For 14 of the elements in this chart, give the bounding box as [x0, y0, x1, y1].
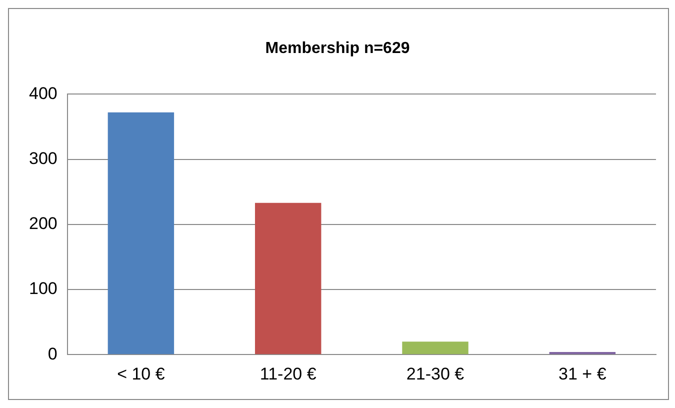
bar: [254, 202, 322, 354]
y-tick-label: 300: [28, 148, 58, 168]
x-tick-label: 21-30 €: [406, 364, 465, 384]
y-tick-label: 100: [28, 279, 58, 298]
y-tick-label: 200: [28, 214, 58, 234]
bar: [108, 112, 174, 354]
bar: [402, 342, 468, 354]
chart-title: Membership n=629: [265, 40, 410, 58]
x-tick-label: 31 + €: [558, 364, 607, 384]
y-tick-label: 0: [48, 344, 58, 364]
bar: [549, 352, 616, 354]
x-tick-label: 11-20 €: [260, 364, 317, 384]
x-tick-label: < 10 €: [117, 364, 166, 384]
y-tick-label: 400: [28, 84, 58, 103]
